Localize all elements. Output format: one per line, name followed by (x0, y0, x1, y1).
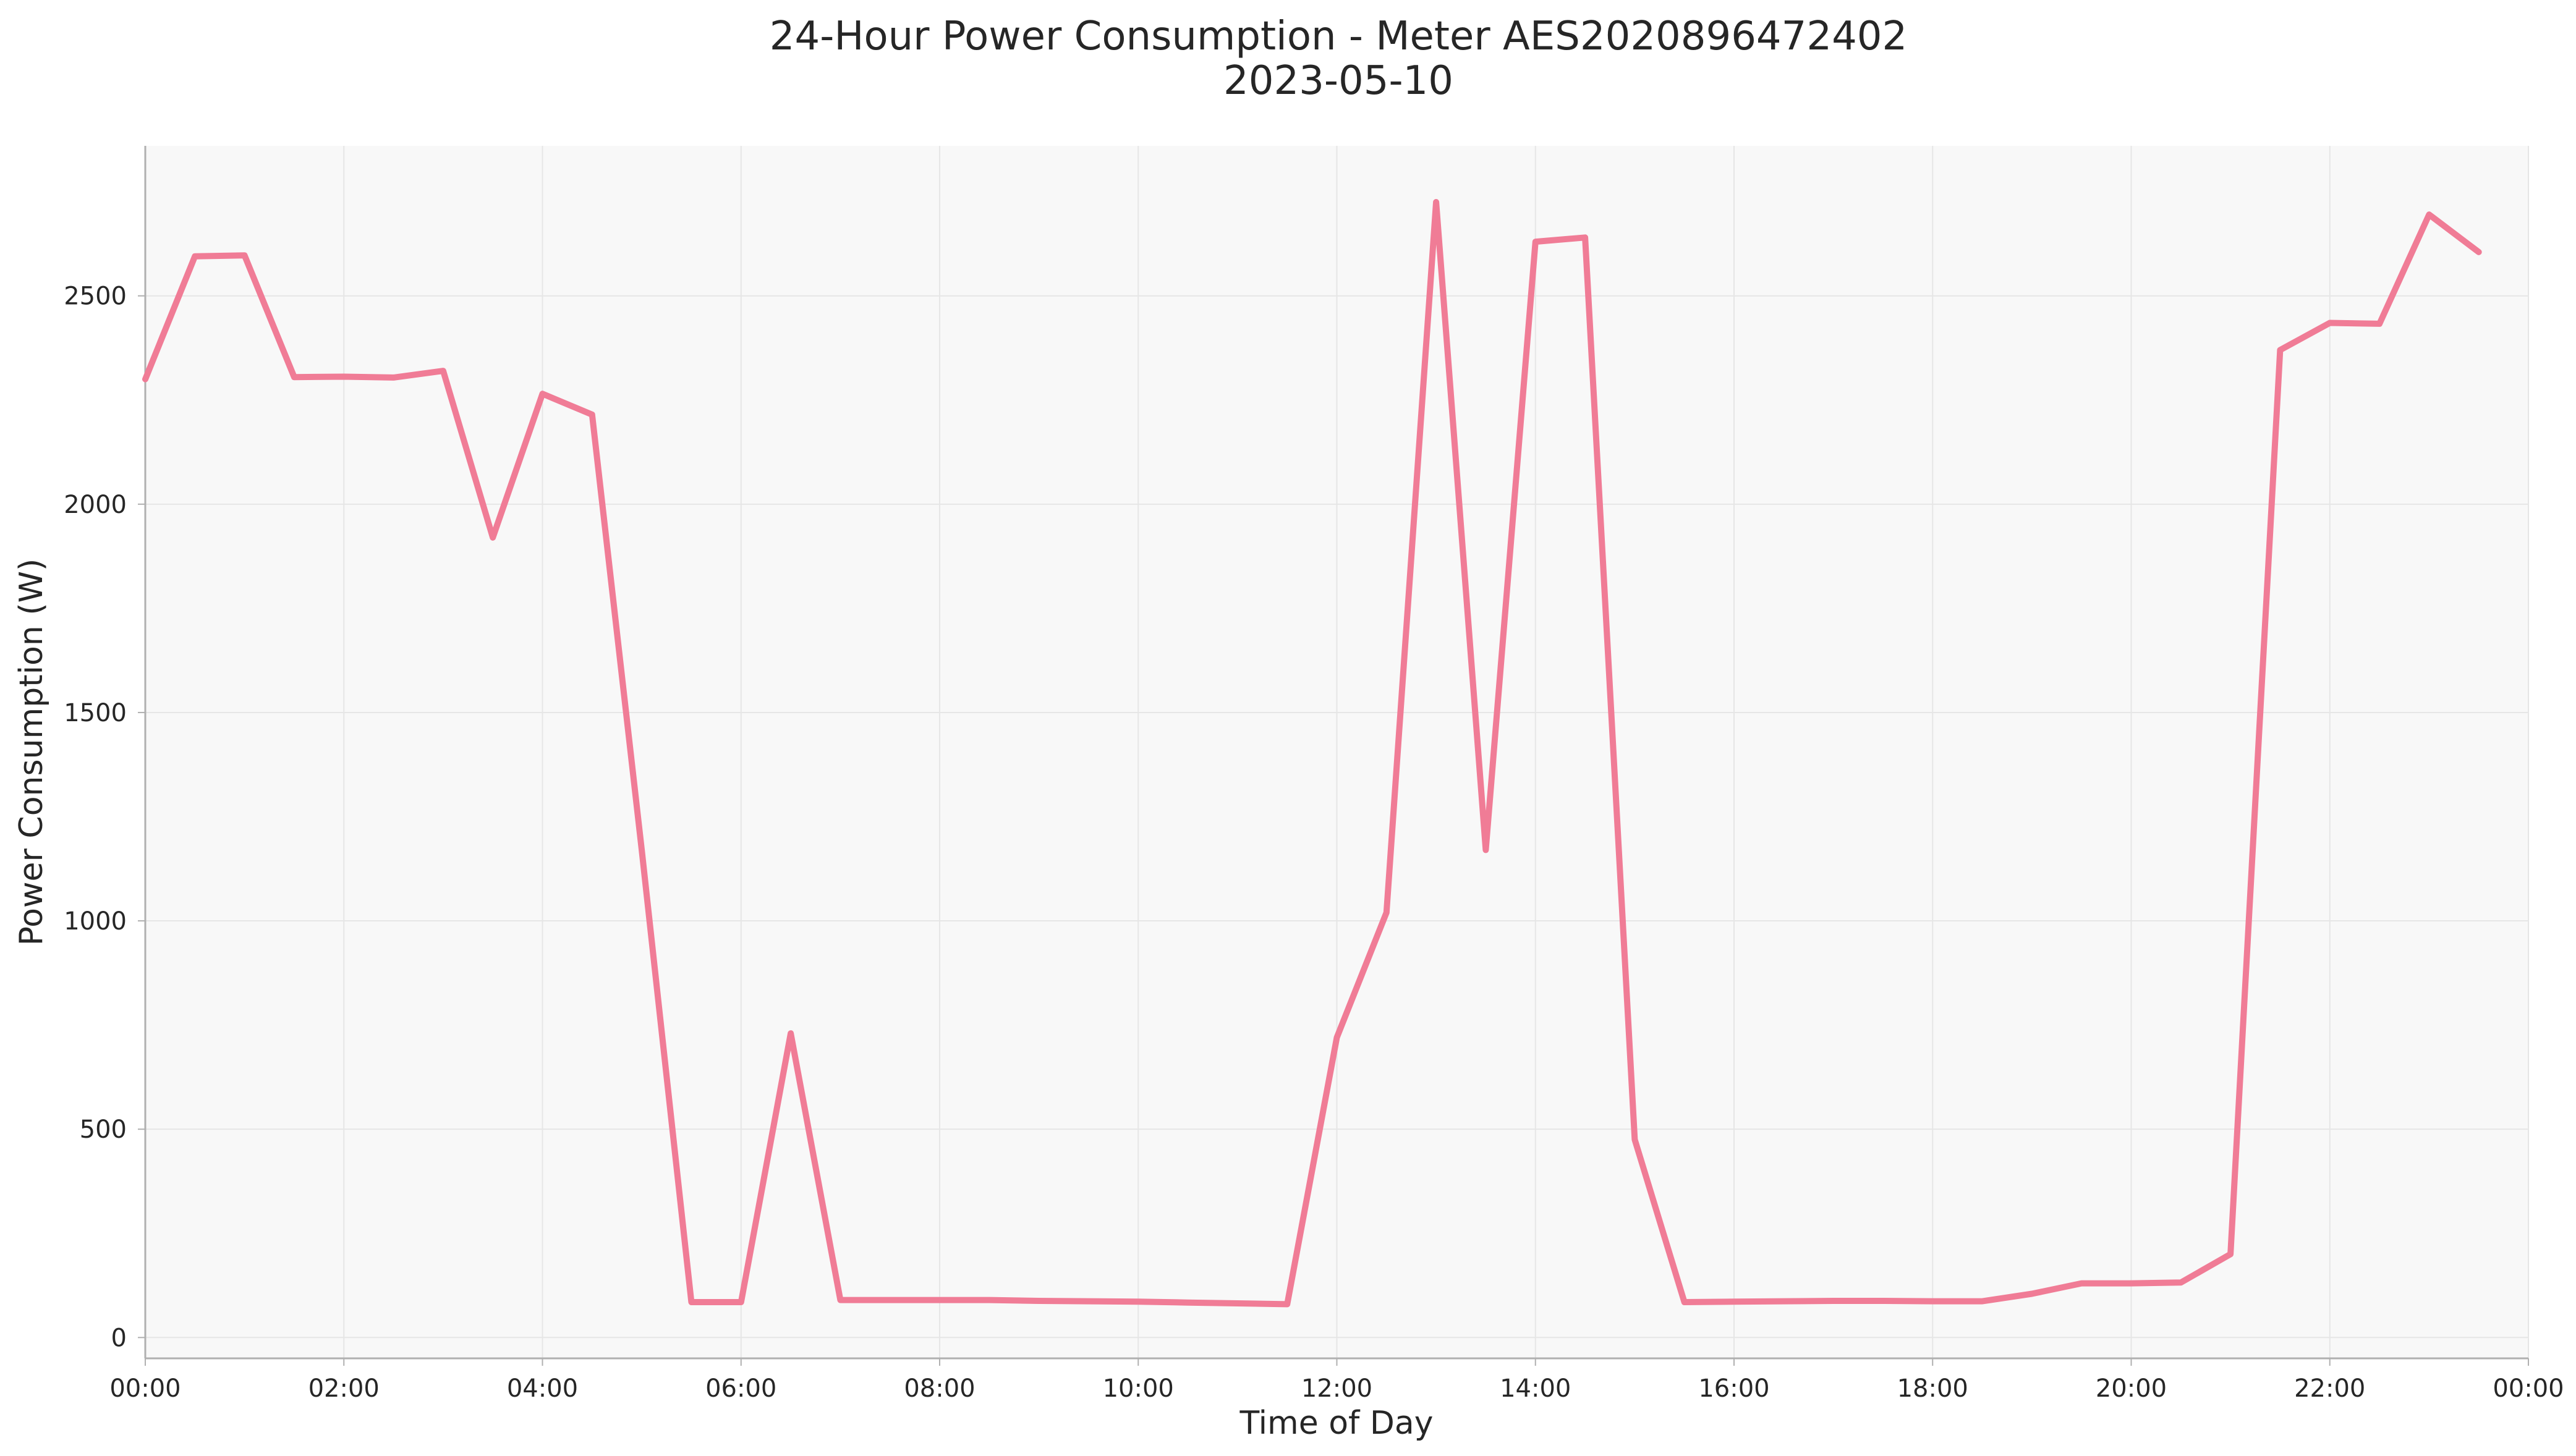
y-tick-label: 2500 (64, 282, 127, 311)
x-axis-ticks: 00:00 02:00 04:00 06:00 08:00 10:00 12:00 14:00… (109, 1358, 2564, 1403)
x-tick-label: 04:00 (507, 1374, 578, 1403)
x-tick-label: 10:00 (1103, 1374, 1174, 1403)
chart-title: 24-Hour Power Consumption - Meter AES202… (770, 14, 1907, 59)
y-tick-label: 1000 (64, 907, 127, 936)
series-line (142, 199, 2482, 1308)
x-tick-label: 02:00 (308, 1374, 380, 1403)
y-tick-label: 0 (111, 1324, 127, 1352)
y-axis-ticks: 0 500 1000 1500 2000 2500 (64, 282, 145, 1352)
grid (145, 146, 2529, 1358)
x-tick-label: 20:00 (2096, 1374, 2167, 1403)
x-tick-label: 06:00 (705, 1374, 776, 1403)
x-tick-label: 12:00 (1301, 1374, 1372, 1403)
y-tick-label: 1500 (64, 699, 127, 727)
x-axis-label: Time of Day (1239, 1405, 1433, 1442)
x-tick-label: 08:00 (904, 1374, 975, 1403)
y-axis-label: Power Consumption (W) (13, 559, 50, 946)
x-tick-label: 00:00 (109, 1374, 181, 1403)
y-tick-label: 500 (80, 1115, 127, 1144)
y-tick-label: 2000 (64, 491, 127, 519)
x-tick-label: 16:00 (1698, 1374, 1769, 1403)
series (142, 199, 2482, 1308)
x-tick-label: 00:00 (2493, 1374, 2564, 1403)
x-tick-label: 14:00 (1500, 1374, 1571, 1403)
x-tick-label: 18:00 (1897, 1374, 1968, 1403)
x-tick-label: 22:00 (2294, 1374, 2365, 1403)
chart-subtitle: 2023-05-10 (1223, 58, 1453, 104)
